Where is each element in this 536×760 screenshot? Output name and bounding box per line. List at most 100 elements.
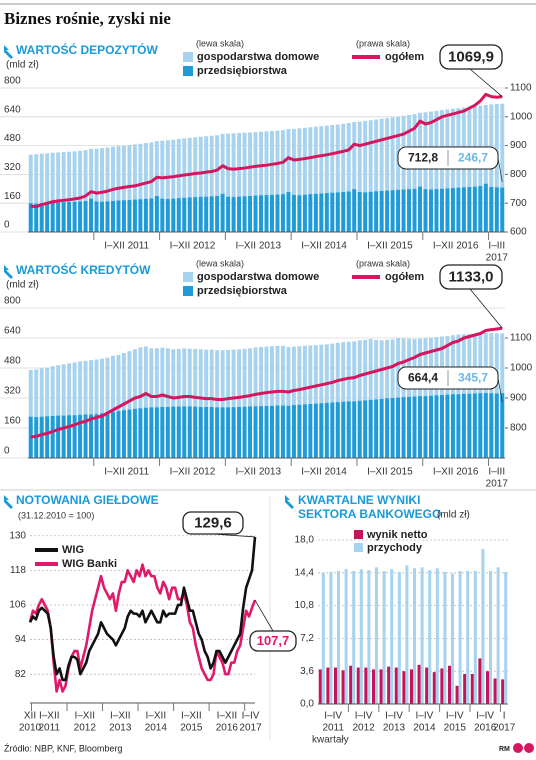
bar (182, 138, 187, 232)
x-period-label: 2017 (486, 479, 509, 490)
bar (428, 570, 432, 704)
bar (466, 570, 470, 704)
bar (504, 571, 508, 704)
x-period-label: 2011 (322, 723, 344, 734)
heading-icon (285, 495, 294, 509)
legend-label: przedsiębiorstwa (197, 285, 288, 297)
bar (231, 133, 236, 232)
x-period-label: I–XII 2012 (170, 241, 216, 252)
unit-label: (mld zł) (437, 510, 470, 521)
bar (149, 198, 154, 232)
legend-label: gospodarstwa domowe (197, 51, 319, 63)
bar (341, 192, 346, 232)
bar (352, 401, 357, 458)
end-label: 246,7 (458, 151, 488, 165)
bar (154, 348, 159, 458)
y-tick-label: 18,0 (295, 535, 315, 546)
bar (154, 196, 159, 232)
bar (220, 133, 225, 232)
bar (407, 396, 412, 458)
bar (357, 192, 362, 232)
bar (470, 673, 474, 704)
bar (501, 679, 505, 704)
bar (346, 401, 351, 458)
bar (215, 407, 220, 458)
bar (275, 405, 280, 458)
bar (154, 407, 159, 458)
bar (176, 348, 181, 458)
bar (286, 347, 291, 458)
bar (176, 198, 181, 232)
bar (67, 363, 72, 458)
bar (368, 191, 373, 232)
bar (50, 416, 55, 458)
chart-title: KWARTALNE WYNIKI (298, 493, 420, 507)
bar (291, 405, 296, 458)
legend-swatch (183, 286, 193, 296)
y-tick-label: 118 (10, 565, 26, 576)
bar (313, 193, 318, 232)
bar (337, 570, 341, 704)
bar (132, 199, 137, 232)
bar (193, 137, 198, 232)
y2-tick-label: 800 (510, 423, 527, 434)
bar (429, 111, 433, 232)
bar (160, 407, 165, 458)
bar (39, 203, 44, 232)
x-period-label: I–XII 2015 (367, 467, 413, 478)
bar (302, 404, 307, 458)
bar (275, 130, 280, 232)
bar (89, 198, 94, 232)
bar (352, 341, 357, 458)
line (28, 536, 257, 682)
y-tick-label: 0,0 (300, 699, 314, 710)
bar (456, 187, 461, 232)
x-period-label: I–XII (74, 711, 95, 722)
bar (67, 151, 72, 232)
x-period-label: I–XII 2016 (433, 467, 479, 478)
bar (45, 202, 50, 232)
bar (439, 110, 444, 232)
bar (390, 190, 395, 232)
bar (335, 192, 340, 232)
bar (253, 195, 258, 232)
bar (100, 413, 104, 458)
logo (524, 743, 534, 753)
legend-label: przedsiębiorstwa (197, 65, 288, 77)
author: RM (499, 746, 510, 753)
y2-tick-label: 900 (510, 140, 527, 151)
bar (346, 191, 351, 232)
bar (94, 148, 99, 232)
legend-label: WIG (62, 544, 84, 556)
bar (494, 104, 499, 232)
bar (160, 140, 165, 232)
bar (83, 201, 88, 232)
callout-box (439, 44, 503, 70)
bar (165, 407, 170, 458)
bar (187, 406, 192, 458)
x-period-label: I–XII (146, 711, 167, 722)
bar (50, 202, 55, 232)
x-period-label: I–IV (355, 711, 373, 722)
bar (264, 406, 269, 458)
bar (450, 108, 455, 232)
bar (45, 367, 50, 458)
bar (396, 189, 401, 232)
bar (259, 195, 263, 232)
legend-label: wynik netto (366, 529, 428, 541)
legend-swatch (354, 530, 363, 539)
bar (357, 121, 362, 232)
bar (500, 187, 505, 232)
bar (382, 570, 386, 704)
legend-swatch (183, 272, 193, 282)
bar (72, 415, 77, 458)
bar (302, 345, 307, 458)
callout-leader (469, 288, 503, 329)
heading-icon (4, 495, 13, 509)
bar (248, 196, 253, 232)
legend-note: (prawa skala) (356, 258, 410, 268)
legend-note: (lewa skala) (196, 258, 244, 268)
bar (302, 194, 307, 232)
bar (149, 348, 154, 458)
